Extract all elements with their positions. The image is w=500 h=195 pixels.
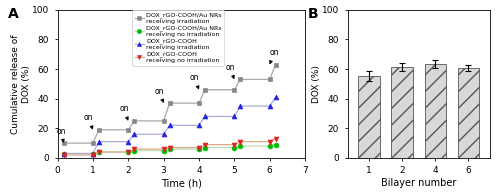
X-axis label: Time (h): Time (h) [161, 178, 202, 188]
Text: on: on [154, 87, 164, 102]
Text: on: on [226, 63, 235, 78]
Y-axis label: DOX (%): DOX (%) [312, 65, 320, 103]
Text: on: on [269, 48, 278, 64]
Text: on: on [84, 113, 94, 129]
Text: A: A [8, 7, 19, 21]
Legend: DOX_rGO-COOH/Au NRs
receiving irradiation, DOX_rGO-COOH/Au NRs
receiving no irra: DOX_rGO-COOH/Au NRs receiving irradiatio… [132, 10, 224, 66]
Text: on: on [119, 105, 128, 120]
Text: on: on [190, 73, 200, 89]
Y-axis label: Cumulative release of
DOX (%): Cumulative release of DOX (%) [11, 34, 30, 134]
Bar [392, 67, 413, 158]
Text: on: on [57, 127, 66, 142]
Bar [358, 76, 380, 158]
Bar [424, 64, 446, 158]
Text: B: B [308, 7, 318, 21]
X-axis label: Bilayer number: Bilayer number [381, 178, 456, 188]
Bar [458, 68, 479, 158]
